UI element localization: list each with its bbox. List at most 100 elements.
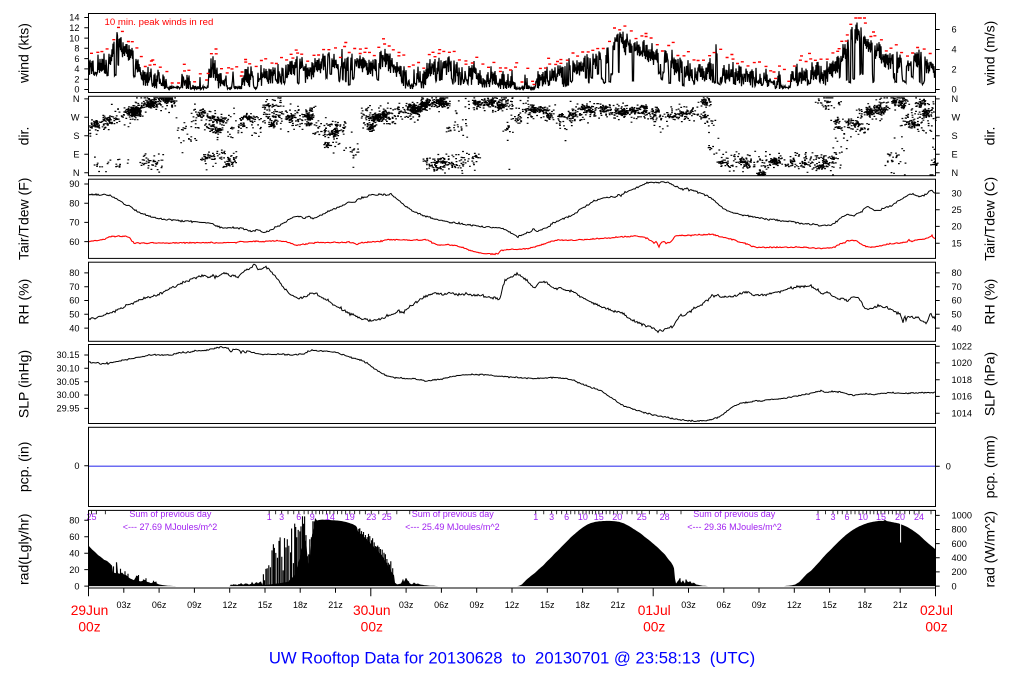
svg-text:dir.: dir. — [982, 127, 998, 146]
svg-text:rad (W/m^2): rad (W/m^2) — [982, 511, 998, 588]
svg-text:0: 0 — [952, 581, 957, 591]
svg-text:00z: 00z — [78, 620, 100, 635]
svg-text:60: 60 — [952, 296, 962, 306]
svg-text:25: 25 — [952, 205, 962, 215]
svg-text:1022: 1022 — [952, 341, 972, 351]
svg-text:6: 6 — [296, 512, 301, 522]
svg-text:06z: 06z — [152, 600, 167, 610]
svg-text:S: S — [952, 131, 958, 141]
svg-text:30.10: 30.10 — [57, 364, 80, 374]
svg-text:30.15: 30.15 — [57, 350, 80, 360]
svg-text:600: 600 — [952, 539, 967, 549]
svg-text:1: 1 — [267, 512, 272, 522]
svg-text:Sum of previous day: Sum of previous day — [129, 509, 212, 519]
svg-text:29.95: 29.95 — [57, 404, 80, 414]
svg-text:30.05: 30.05 — [57, 377, 80, 387]
svg-text:<--- 29.36 MJoules/m^2: <--- 29.36 MJoules/m^2 — [687, 522, 782, 532]
svg-text:00z: 00z — [925, 620, 947, 635]
svg-text:3: 3 — [830, 512, 835, 522]
svg-text:70: 70 — [69, 218, 79, 228]
svg-text:80: 80 — [69, 198, 79, 208]
svg-text:06z: 06z — [717, 600, 732, 610]
svg-text:40: 40 — [69, 323, 79, 333]
svg-text:21z: 21z — [893, 600, 908, 610]
svg-text:09z: 09z — [469, 600, 484, 610]
svg-text:90: 90 — [69, 179, 79, 189]
svg-text:10 min. peak winds in red: 10 min. peak winds in red — [105, 17, 214, 28]
svg-text:25: 25 — [382, 512, 392, 522]
svg-text:20: 20 — [612, 512, 622, 522]
svg-text:0: 0 — [74, 85, 79, 95]
svg-text:Tair/Tdew (C): Tair/Tdew (C) — [982, 177, 998, 261]
svg-text:10: 10 — [578, 512, 588, 522]
svg-text:1: 1 — [533, 512, 538, 522]
svg-text:10: 10 — [858, 512, 868, 522]
svg-text:3: 3 — [279, 512, 284, 522]
svg-text:S: S — [73, 131, 79, 141]
svg-text:60: 60 — [69, 532, 79, 542]
svg-text:4: 4 — [952, 45, 957, 55]
svg-text:01Jul: 01Jul — [638, 603, 671, 618]
svg-text:6: 6 — [74, 54, 79, 64]
svg-text:10: 10 — [69, 33, 79, 43]
svg-text:03z: 03z — [117, 600, 132, 610]
svg-text:40: 40 — [952, 323, 962, 333]
svg-text:dir.: dir. — [16, 127, 32, 146]
svg-text:UW Rooftop Data for 20130628: UW Rooftop Data for 20130628 to 20130701… — [269, 649, 755, 668]
svg-text:50: 50 — [952, 310, 962, 320]
svg-text:28: 28 — [660, 512, 670, 522]
svg-text:14: 14 — [69, 13, 79, 23]
svg-text:15z: 15z — [540, 600, 555, 610]
svg-text:70: 70 — [952, 282, 962, 292]
svg-text:21z: 21z — [611, 600, 626, 610]
svg-text:02Jul: 02Jul — [920, 603, 953, 618]
svg-text:60: 60 — [69, 296, 79, 306]
svg-text:12z: 12z — [505, 600, 520, 610]
svg-text:20: 20 — [952, 222, 962, 232]
svg-text:1000: 1000 — [952, 511, 972, 521]
svg-text:00z: 00z — [361, 620, 383, 635]
svg-text:Tair/Tdew (F): Tair/Tdew (F) — [16, 178, 32, 260]
svg-text:12z: 12z — [787, 600, 802, 610]
svg-text:400: 400 — [952, 553, 967, 563]
svg-text:12: 12 — [69, 23, 79, 33]
svg-text:6: 6 — [952, 25, 957, 35]
svg-text:Sum of previous day: Sum of previous day — [412, 509, 495, 519]
svg-text:1018: 1018 — [952, 375, 972, 385]
svg-text:W: W — [952, 113, 961, 123]
svg-text:06z: 06z — [434, 600, 449, 610]
svg-text:24: 24 — [914, 512, 924, 522]
svg-text:18z: 18z — [858, 600, 873, 610]
svg-text:50: 50 — [69, 310, 79, 320]
svg-text:0: 0 — [952, 85, 957, 95]
svg-text:80: 80 — [69, 516, 79, 526]
svg-text:6: 6 — [844, 512, 849, 522]
svg-text:Sum of previous day: Sum of previous day — [693, 509, 776, 519]
svg-text:E: E — [73, 149, 79, 159]
svg-text:8: 8 — [74, 44, 79, 54]
svg-text:29Jun: 29Jun — [71, 603, 109, 618]
svg-text:15z: 15z — [822, 600, 837, 610]
svg-text:20: 20 — [895, 512, 905, 522]
svg-text:1: 1 — [815, 512, 820, 522]
svg-text:15: 15 — [594, 512, 604, 522]
svg-text:15z: 15z — [258, 600, 273, 610]
svg-text:21z: 21z — [328, 600, 343, 610]
svg-text:pcp. (in): pcp. (in) — [16, 442, 32, 493]
svg-text:30Jun: 30Jun — [353, 603, 391, 618]
svg-text:14: 14 — [325, 512, 335, 522]
svg-text:18z: 18z — [293, 600, 308, 610]
svg-text:N: N — [952, 168, 959, 178]
svg-text:9: 9 — [310, 512, 315, 522]
svg-text:SLP (inHg): SLP (inHg) — [16, 350, 32, 418]
svg-text:1020: 1020 — [952, 358, 972, 368]
svg-text:12z: 12z — [222, 600, 237, 610]
svg-text:2: 2 — [74, 74, 79, 84]
svg-text:40: 40 — [69, 548, 79, 558]
svg-text:23: 23 — [366, 512, 376, 522]
svg-text:N: N — [73, 168, 80, 178]
svg-text:6: 6 — [564, 512, 569, 522]
svg-text:3: 3 — [549, 512, 554, 522]
svg-text:N: N — [952, 94, 959, 104]
svg-text:2: 2 — [952, 65, 957, 75]
